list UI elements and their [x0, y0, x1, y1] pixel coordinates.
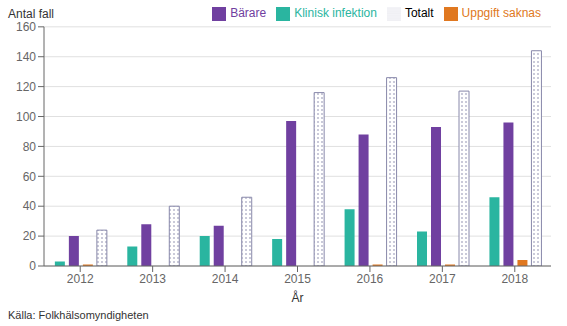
html-text:Uppgift saknas: Uppgift saknas	[461, 6, 541, 20]
svg-text:100: 100	[16, 110, 36, 124]
html-text:Antal fall: Antal fall	[8, 7, 54, 21]
svg-text:2016: 2016	[357, 272, 384, 286]
svg-text:40: 40	[23, 199, 37, 213]
svg-text:2012: 2012	[67, 272, 94, 286]
svg-text:120: 120	[16, 80, 36, 94]
svg-text:År: År	[292, 290, 304, 304]
svg-text:2018: 2018	[501, 272, 528, 286]
svg-text:140: 140	[16, 50, 36, 64]
svg-text:20: 20	[23, 229, 37, 243]
svg-text:2014: 2014	[212, 272, 239, 286]
svg-text:60: 60	[23, 170, 37, 184]
svg-text:0: 0	[29, 259, 36, 273]
html-text:Bärare: Bärare	[230, 6, 267, 20]
html-text:Källa: Folkhälsomyndigheten: Källa: Folkhälsomyndigheten	[8, 309, 149, 321]
html-text:Klinisk infektion: Klinisk infektion	[294, 6, 377, 20]
svg-text:160: 160	[16, 20, 36, 34]
html-text:Totalt: Totalt	[404, 6, 434, 20]
svg-text:2015: 2015	[284, 272, 311, 286]
svg-text:2013: 2013	[139, 272, 166, 286]
svg-text:2017: 2017	[429, 272, 456, 286]
svg-text:80: 80	[23, 140, 37, 154]
